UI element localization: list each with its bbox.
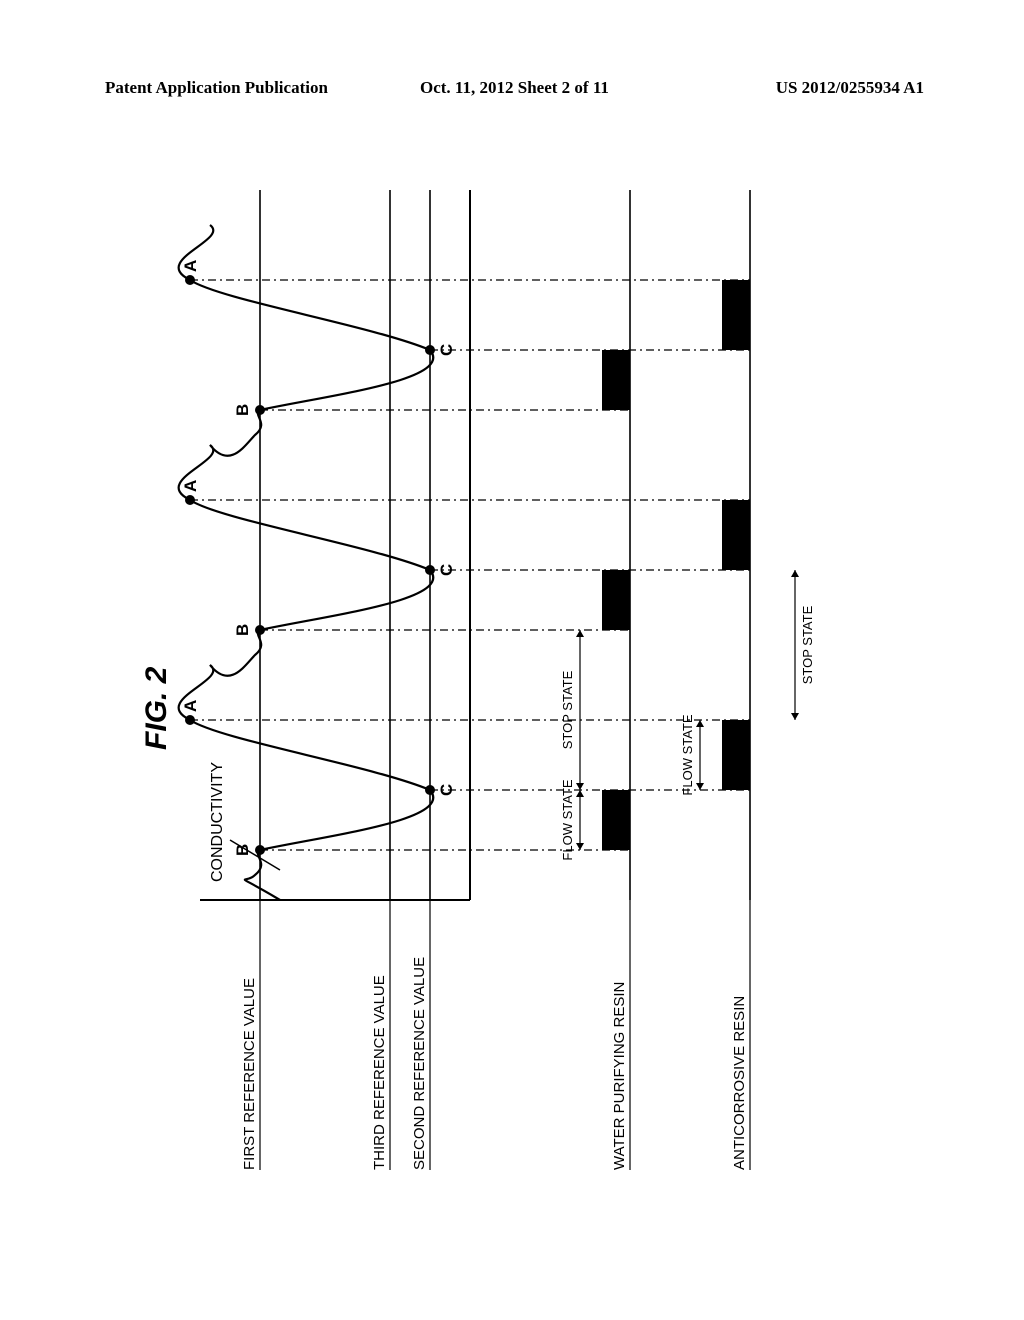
svg-text:WATER PURIFYING RESIN: WATER PURIFYING RESIN (611, 982, 628, 1170)
svg-text:B: B (233, 404, 252, 416)
svg-text:FLOW STATE: FLOW STATE (560, 779, 575, 860)
svg-text:A: A (181, 480, 200, 492)
svg-text:SECOND REFERENCE VALUE: SECOND REFERENCE VALUE (411, 957, 428, 1170)
header-left: Patent Application Publication (105, 78, 328, 98)
figure-inner: FIG. 2 CONDUCTIVITYFIRST REFERENCE VALUE… (130, 180, 890, 1200)
svg-text:B: B (233, 844, 252, 856)
svg-text:A: A (181, 260, 200, 272)
figure-rotated-container: FIG. 2 CONDUCTIVITYFIRST REFERENCE VALUE… (0, 310, 1020, 1070)
header-center: Oct. 11, 2012 Sheet 2 of 11 (420, 78, 609, 98)
svg-text:STOP STATE: STOP STATE (560, 670, 575, 749)
svg-text:THIRD REFERENCE VALUE: THIRD REFERENCE VALUE (371, 975, 388, 1170)
svg-text:FIRST REFERENCE VALUE: FIRST REFERENCE VALUE (241, 978, 258, 1170)
svg-text:A: A (181, 700, 200, 712)
svg-text:CONDUCTIVITY: CONDUCTIVITY (209, 762, 226, 882)
figure-svg: CONDUCTIVITY FIRST REFERENCE VALUE THIRD R… (130, 180, 890, 1200)
svg-text:ANTICORROSIVE RESIN: ANTICORROSIVE RESIN (731, 996, 748, 1170)
svg-text:B: B (233, 624, 252, 636)
svg-text:STOP STATE: STOP STATE (800, 605, 815, 684)
page: Patent Application Publication Oct. 11, … (0, 0, 1024, 1320)
header-right: US 2012/0255934 A1 (776, 78, 924, 98)
svg-text:FLOW STATE: FLOW STATE (680, 714, 695, 795)
